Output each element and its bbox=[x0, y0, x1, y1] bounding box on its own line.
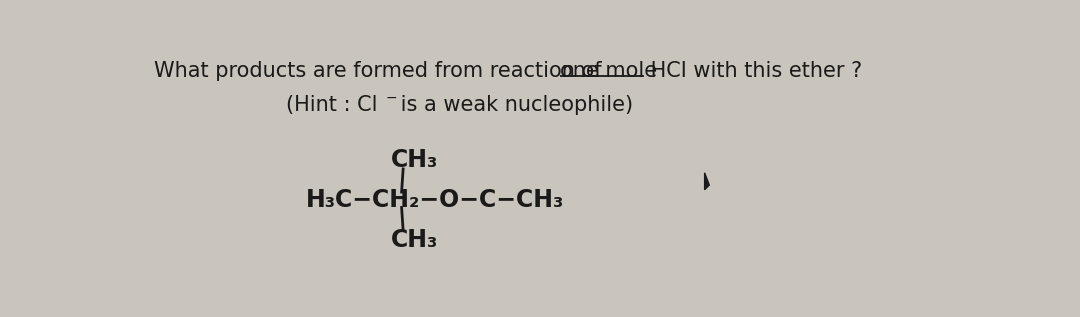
Text: is a weak nucleophile): is a weak nucleophile) bbox=[394, 95, 633, 115]
Text: one mole: one mole bbox=[559, 61, 657, 81]
Text: −: − bbox=[386, 91, 397, 105]
Text: CH₃: CH₃ bbox=[390, 148, 437, 172]
Text: HCI with this ether ?: HCI with this ether ? bbox=[644, 61, 863, 81]
Text: CH₃: CH₃ bbox=[390, 228, 437, 252]
Text: (Hint : Cl: (Hint : Cl bbox=[286, 95, 378, 115]
Text: H₃C−CH₂−O−C−CH₃: H₃C−CH₂−O−C−CH₃ bbox=[306, 188, 564, 212]
Polygon shape bbox=[704, 173, 710, 190]
Text: What products are formed from reaction of: What products are formed from reaction o… bbox=[154, 61, 609, 81]
